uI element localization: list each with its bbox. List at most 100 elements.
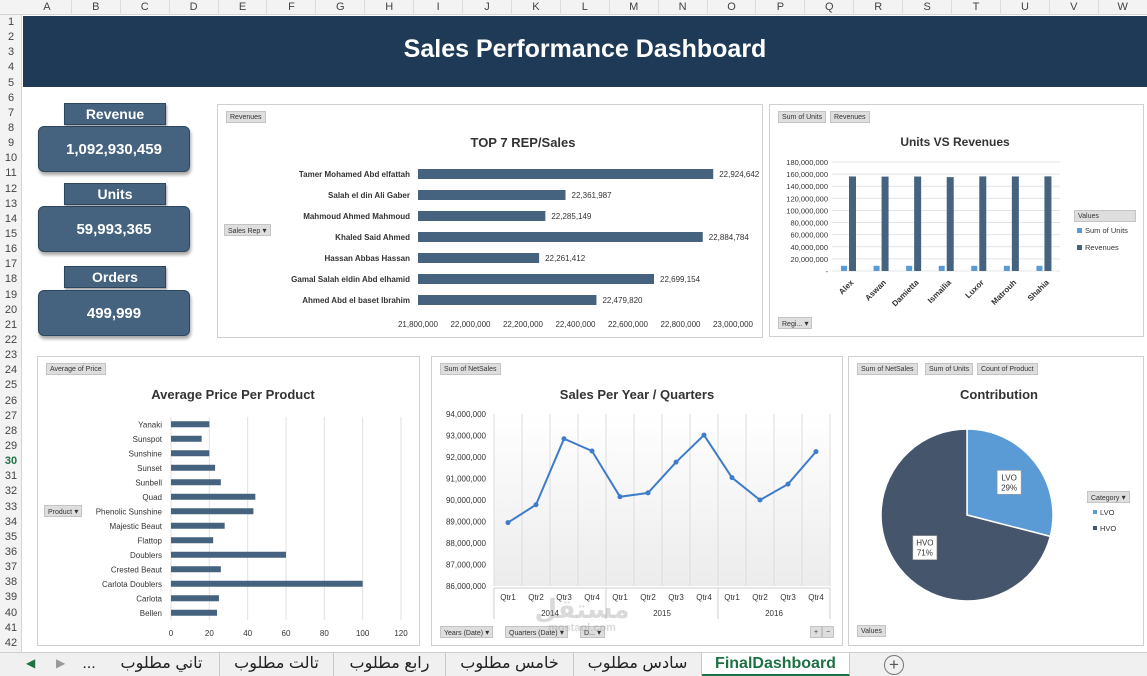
row-header-7[interactable]: 7 [7,106,15,119]
column-header-B[interactable]: B [72,0,121,15]
rep-label: Tamer Mohamed Abd elfattah [299,170,410,179]
row-header-20[interactable]: 20 [4,303,18,316]
pivot-category-filter[interactable]: Category [1087,491,1130,503]
tab-sheet-5[interactable]: خامس مطلوب [446,653,574,676]
column-header-L[interactable]: L [561,0,610,15]
pivot-sum-netsales-button-2[interactable]: Sum of NetSales [857,363,918,375]
pivot-date-filter[interactable]: D... [580,626,606,638]
row-header-42[interactable]: 42 [4,636,18,649]
row-header-41[interactable]: 41 [4,621,18,634]
contribution-panel[interactable]: Sum of NetSales Sum of Units Count of Pr… [848,356,1144,646]
ap-bar [171,537,214,544]
tab-sheet-6[interactable]: سادس مطلوب [574,653,702,676]
column-header-E[interactable]: E [219,0,268,15]
pivot-count-product-button[interactable]: Count of Product [977,363,1038,375]
top-rep-chart-panel[interactable]: Revenues Sales Rep TOP 7 REP/Sales Tamer… [217,104,763,338]
row-header-36[interactable]: 36 [4,546,18,558]
tab-sheet-2[interactable]: تاني مطلوب [104,653,220,676]
column-header-D[interactable]: D [170,0,219,15]
column-header-O[interactable]: O [708,0,757,15]
row-header-35[interactable]: 35 [4,530,18,543]
column-header-W[interactable]: W [1099,0,1147,15]
row-header-16[interactable]: 16 [4,243,18,256]
row-header-22[interactable]: 22 [4,334,18,346]
row-header-33[interactable]: 33 [4,500,18,513]
row-header-40[interactable]: 40 [4,606,18,619]
row-header-1[interactable]: 1 [7,16,15,28]
pivot-sales-rep-filter[interactable]: Sales Rep [224,224,271,236]
row-header-10[interactable]: 10 [4,152,18,165]
row-header-5[interactable]: 5 [7,76,15,89]
tab-sheet-3[interactable]: تالت مطلوب [220,653,334,676]
row-header-38[interactable]: 38 [4,576,18,589]
row-header-30[interactable]: 30 [4,455,18,468]
pivot-product-filter[interactable]: Product [44,505,83,517]
avg-price-panel[interactable]: Average of Price Product Average Price P… [37,356,420,646]
row-header-39[interactable]: 39 [4,591,18,604]
column-header-H[interactable]: H [365,0,415,15]
units-vs-revenues-panel[interactable]: Sum of Units Revenues Regi... Units VS R… [769,104,1144,337]
row-header-8[interactable]: 8 [7,122,15,134]
row-header-28[interactable]: 28 [4,424,18,437]
column-header-A[interactable]: A [23,0,72,15]
row-header-18[interactable]: 18 [4,273,18,286]
column-header-T[interactable]: T [952,0,1001,15]
row-header-23[interactable]: 23 [4,349,18,362]
column-header-C[interactable]: C [121,0,170,15]
row-header-9[interactable]: 9 [7,137,15,150]
column-header-U[interactable]: U [1001,0,1050,15]
column-header-N[interactable]: N [659,0,708,15]
tab-scroll-left-icon[interactable]: ◀ [26,656,36,670]
pivot-revenues-button-2[interactable]: Revenues [830,111,870,123]
column-header-Q[interactable]: Q [805,0,855,15]
row-header-19[interactable]: 19 [4,288,18,301]
collapse-field-button[interactable]: − [822,626,835,638]
pivot-years-filter[interactable]: Years (Date) [440,626,494,638]
column-header-I[interactable]: I [414,0,464,15]
pivot-region-filter[interactable]: Regi... [778,317,813,329]
pivot-quarters-filter[interactable]: Quarters (Date) [505,626,568,638]
row-header-12[interactable]: 12 [4,182,18,195]
column-header-R[interactable]: R [854,0,904,15]
tab-more[interactable]: ... [82,655,96,672]
row-header-21[interactable]: 21 [4,318,18,331]
row-header-24[interactable]: 24 [4,364,18,377]
column-header-F[interactable]: F [268,0,317,15]
row-header-15[interactable]: 15 [4,228,18,240]
column-header-G[interactable]: G [316,0,366,15]
pivot-values-button[interactable]: Values [857,625,886,637]
pivot-sum-netsales-button[interactable]: Sum of NetSales [440,363,501,375]
expand-field-button[interactable]: + [810,626,823,638]
row-header-2[interactable]: 2 [7,31,15,44]
column-header-M[interactable]: M [610,0,659,15]
row-header-13[interactable]: 13 [4,197,18,210]
tab-final-dashboard[interactable]: FinalDashboard [702,653,850,676]
row-header-32[interactable]: 32 [4,485,18,498]
row-header-29[interactable]: 29 [4,440,18,452]
row-header-31[interactable]: 31 [4,470,18,483]
row-header-25[interactable]: 25 [4,379,18,392]
pivot-sum-units-button-2[interactable]: Sum of Units [925,363,974,375]
pivot-sum-units-button[interactable]: Sum of Units [778,111,827,123]
sales-year-panel[interactable]: Sum of NetSales Sales Per Year / Quarter… [431,356,843,646]
column-header-P[interactable]: P [757,0,806,15]
column-header-J[interactable]: J [463,0,512,15]
row-header-17[interactable]: 17 [4,258,18,271]
tab-scroll-right-icon[interactable]: ▶ [56,656,66,670]
pivot-revenues-button[interactable]: Revenues [226,111,266,123]
row-header-11[interactable]: 11 [5,167,17,180]
row-header-27[interactable]: 27 [4,409,18,422]
row-header-37[interactable]: 37 [4,561,18,574]
row-header-14[interactable]: 14 [4,212,18,225]
column-header-V[interactable]: V [1050,0,1099,15]
pivot-average-price-button[interactable]: Average of Price [46,363,106,375]
column-header-S[interactable]: S [903,0,953,15]
column-header-K[interactable]: K [512,0,561,15]
row-header-3[interactable]: 3 [7,46,15,59]
tab-sheet-4[interactable]: رابع مطلوب [334,653,446,676]
row-header-34[interactable]: 34 [4,515,18,528]
row-header-26[interactable]: 26 [4,394,18,407]
add-sheet-button[interactable]: + [884,655,904,675]
row-header-4[interactable]: 4 [7,61,15,74]
row-header-6[interactable]: 6 [7,91,15,104]
